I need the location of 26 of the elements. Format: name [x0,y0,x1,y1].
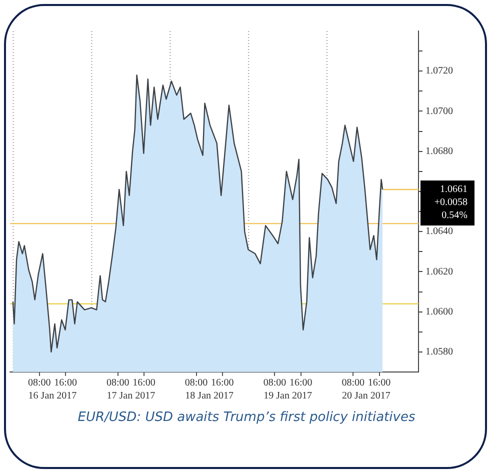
x-tick-label: 08:00 [342,378,365,389]
y-tick-label: 1.0720 [426,66,453,77]
x-tick-label: 16:00 [54,378,77,389]
x-tick-label: 08:00 [184,378,208,389]
x-tick-label: 16:00 [289,378,312,389]
x2-tick-label: 19 Jan 2017 [264,390,312,402]
x2-tick-label: 18 Jan 2017 [185,390,234,402]
ref-line-label: 1.0661 [440,184,468,196]
x-tick-label: 08:00 [28,378,51,389]
y-tick-label: 1.0680 [426,146,453,157]
text: EUR/USD: USD awaits Trump’s first policy initiatives [76,410,416,425]
text: +0.0058 [434,197,468,208]
y-tick-label: 1.0700 [426,106,453,117]
x-tick-label: 16:00 [368,378,391,389]
y-tick-label: 1.0600 [426,306,453,318]
y-tick-label: 1.0640 [426,226,453,238]
x-tick-label: 08:00 [263,378,286,389]
x-tick-label: 16:00 [132,378,156,389]
x2-tick-label: 20 Jan 2017 [342,390,390,402]
y-tick-label: 1.0580 [426,346,453,358]
x-tick-label: 08:00 [106,378,130,389]
y-tick-label: 1.0620 [426,266,453,278]
x2-tick-label: 17 Jan 2017 [106,390,156,402]
x2-tick-label: 16 Jan 2017 [28,390,77,402]
x-tick-label: 16:00 [211,378,234,389]
text: 0.54% [442,210,468,222]
